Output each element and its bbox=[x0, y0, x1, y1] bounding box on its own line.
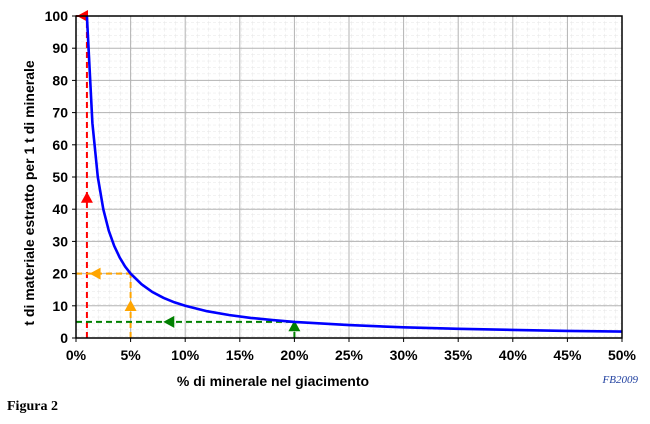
x-tick-label: 50% bbox=[608, 347, 637, 363]
x-tick-label: 5% bbox=[120, 347, 141, 363]
x-tick-label: 10% bbox=[171, 347, 200, 363]
x-tick-label: 15% bbox=[226, 347, 255, 363]
y-tick-label: 20 bbox=[52, 266, 68, 282]
chart: 0% 5% 10% 15% 20% 25% 30% 35% 40% 45% 50% 0 10 20 30 40… bbox=[21, 8, 639, 389]
y-tick-label: 10 bbox=[52, 298, 68, 314]
y-tick-label: 50 bbox=[52, 169, 68, 185]
y-tick-label: 80 bbox=[52, 72, 68, 88]
credit-label: FB2009 bbox=[602, 374, 639, 386]
y-tick-label: 0 bbox=[60, 330, 68, 346]
guide-arrow-up-0 bbox=[80, 191, 93, 203]
x-tick-label: 30% bbox=[390, 347, 419, 363]
x-tick-label: 25% bbox=[335, 347, 364, 363]
x-tick-label: 45% bbox=[553, 347, 582, 363]
y-tick-label: 30 bbox=[52, 233, 68, 249]
guide-arrow-up-2 bbox=[288, 320, 301, 332]
y-axis-title: t di materiale estratto per 1 t di miner… bbox=[21, 60, 37, 326]
grid-lines bbox=[76, 16, 622, 338]
y-tick-label: 100 bbox=[45, 8, 69, 24]
guide-arrow-left-1 bbox=[89, 267, 101, 280]
data-curve bbox=[85, 15, 623, 333]
x-tick-label: 35% bbox=[444, 347, 473, 363]
guide-arrows bbox=[76, 10, 301, 338]
y-tick-label: 40 bbox=[52, 201, 68, 217]
x-tick-label: 40% bbox=[499, 347, 528, 363]
y-tick-label: 60 bbox=[52, 137, 68, 153]
figure-caption: Figura 2 bbox=[7, 399, 58, 414]
guide-arrow-left-2 bbox=[163, 315, 175, 328]
y-tick-label: 90 bbox=[52, 40, 68, 56]
guide-arrow-up-1 bbox=[124, 299, 137, 311]
x-axis-title: % di minerale nel giacimento bbox=[177, 373, 369, 389]
axis-ticks: 0% 5% 10% 15% 20% 25% 30% 35% 40% 45% 50% 0 10 20 30 40… bbox=[45, 8, 637, 363]
x-tick-label: 0% bbox=[66, 347, 87, 363]
x-tick-label: 20% bbox=[280, 347, 309, 363]
chart-svg: 0% 5% 10% 15% 20% 25% 30% 35% 40% 45% 50% 0 10 20 30 40… bbox=[21, 8, 639, 389]
y-tick-label: 70 bbox=[52, 105, 68, 121]
